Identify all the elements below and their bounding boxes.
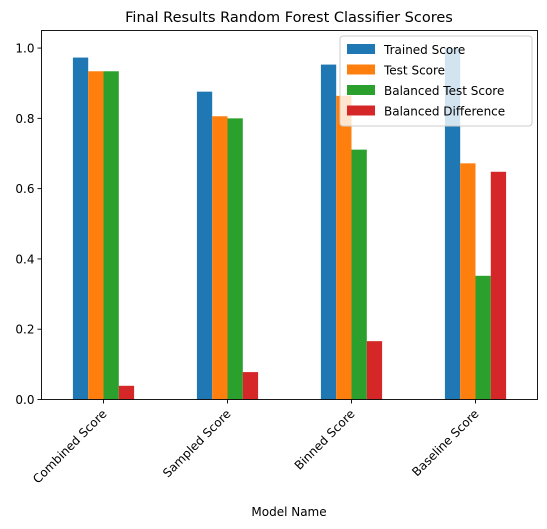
- bar-balanced-test-score-1: [227, 118, 243, 400]
- bar-test-score-2: [336, 95, 352, 400]
- x-tick-label: Binned Score: [292, 407, 358, 473]
- plot-frame: [41, 30, 538, 400]
- bar-test-score-3: [460, 163, 476, 400]
- legend-label: Trained Score: [383, 43, 465, 57]
- y-tick-label: 0.4: [15, 252, 34, 266]
- bar-balanced-difference-1: [242, 372, 259, 400]
- bar-test-score-0: [88, 71, 104, 400]
- y-tick-label: 0.8: [15, 112, 34, 126]
- bar-balanced-difference-2: [366, 341, 383, 400]
- x-axis-label: Model Name: [251, 505, 326, 519]
- legend-label: Test Score: [383, 64, 445, 78]
- chart-title: Final Results Random Forest Classifier S…: [125, 10, 453, 26]
- x-tick-label: Combined Score: [30, 407, 109, 486]
- y-tick-label: 0.6: [15, 182, 34, 196]
- legend-box: [339, 35, 533, 127]
- bar-trained-score-0: [72, 57, 89, 400]
- bar-balanced-difference-0: [118, 385, 135, 400]
- legend: Trained Score Test Score Balanced Test Sco…: [339, 35, 533, 127]
- bar-trained-score-1: [196, 91, 213, 400]
- x-axis: Combined Score Sampled Score Binned Score B…: [30, 399, 482, 486]
- legend-label: Balanced Test Score: [384, 84, 504, 98]
- bar-trained-score-2: [320, 64, 337, 400]
- bar-trained-score-3: [444, 48, 461, 400]
- bar-balanced-test-score-2: [351, 149, 367, 400]
- bar-balanced-test-score-0: [103, 71, 119, 400]
- bars-group: [72, 48, 507, 400]
- legend-swatch: [347, 44, 375, 54]
- bar-balanced-test-score-3: [475, 275, 491, 400]
- y-tick-label: 0.2: [15, 323, 34, 337]
- y-tick-label: 0.0: [15, 393, 34, 407]
- bar-test-score-1: [212, 116, 228, 400]
- y-axis: 0.0 0.2 0.4 0.6 0.8 1.0: [15, 42, 42, 407]
- legend-swatch: [347, 64, 375, 75]
- legend-label: Balanced Difference: [384, 105, 505, 119]
- x-tick-label: Baseline Score: [409, 407, 481, 479]
- legend-swatch: [347, 105, 375, 116]
- legend-swatch: [347, 85, 375, 95]
- y-tick-label: 1.0: [15, 42, 34, 56]
- bar-balanced-difference-3: [490, 171, 507, 400]
- x-tick-label: Sampled Score: [160, 407, 234, 481]
